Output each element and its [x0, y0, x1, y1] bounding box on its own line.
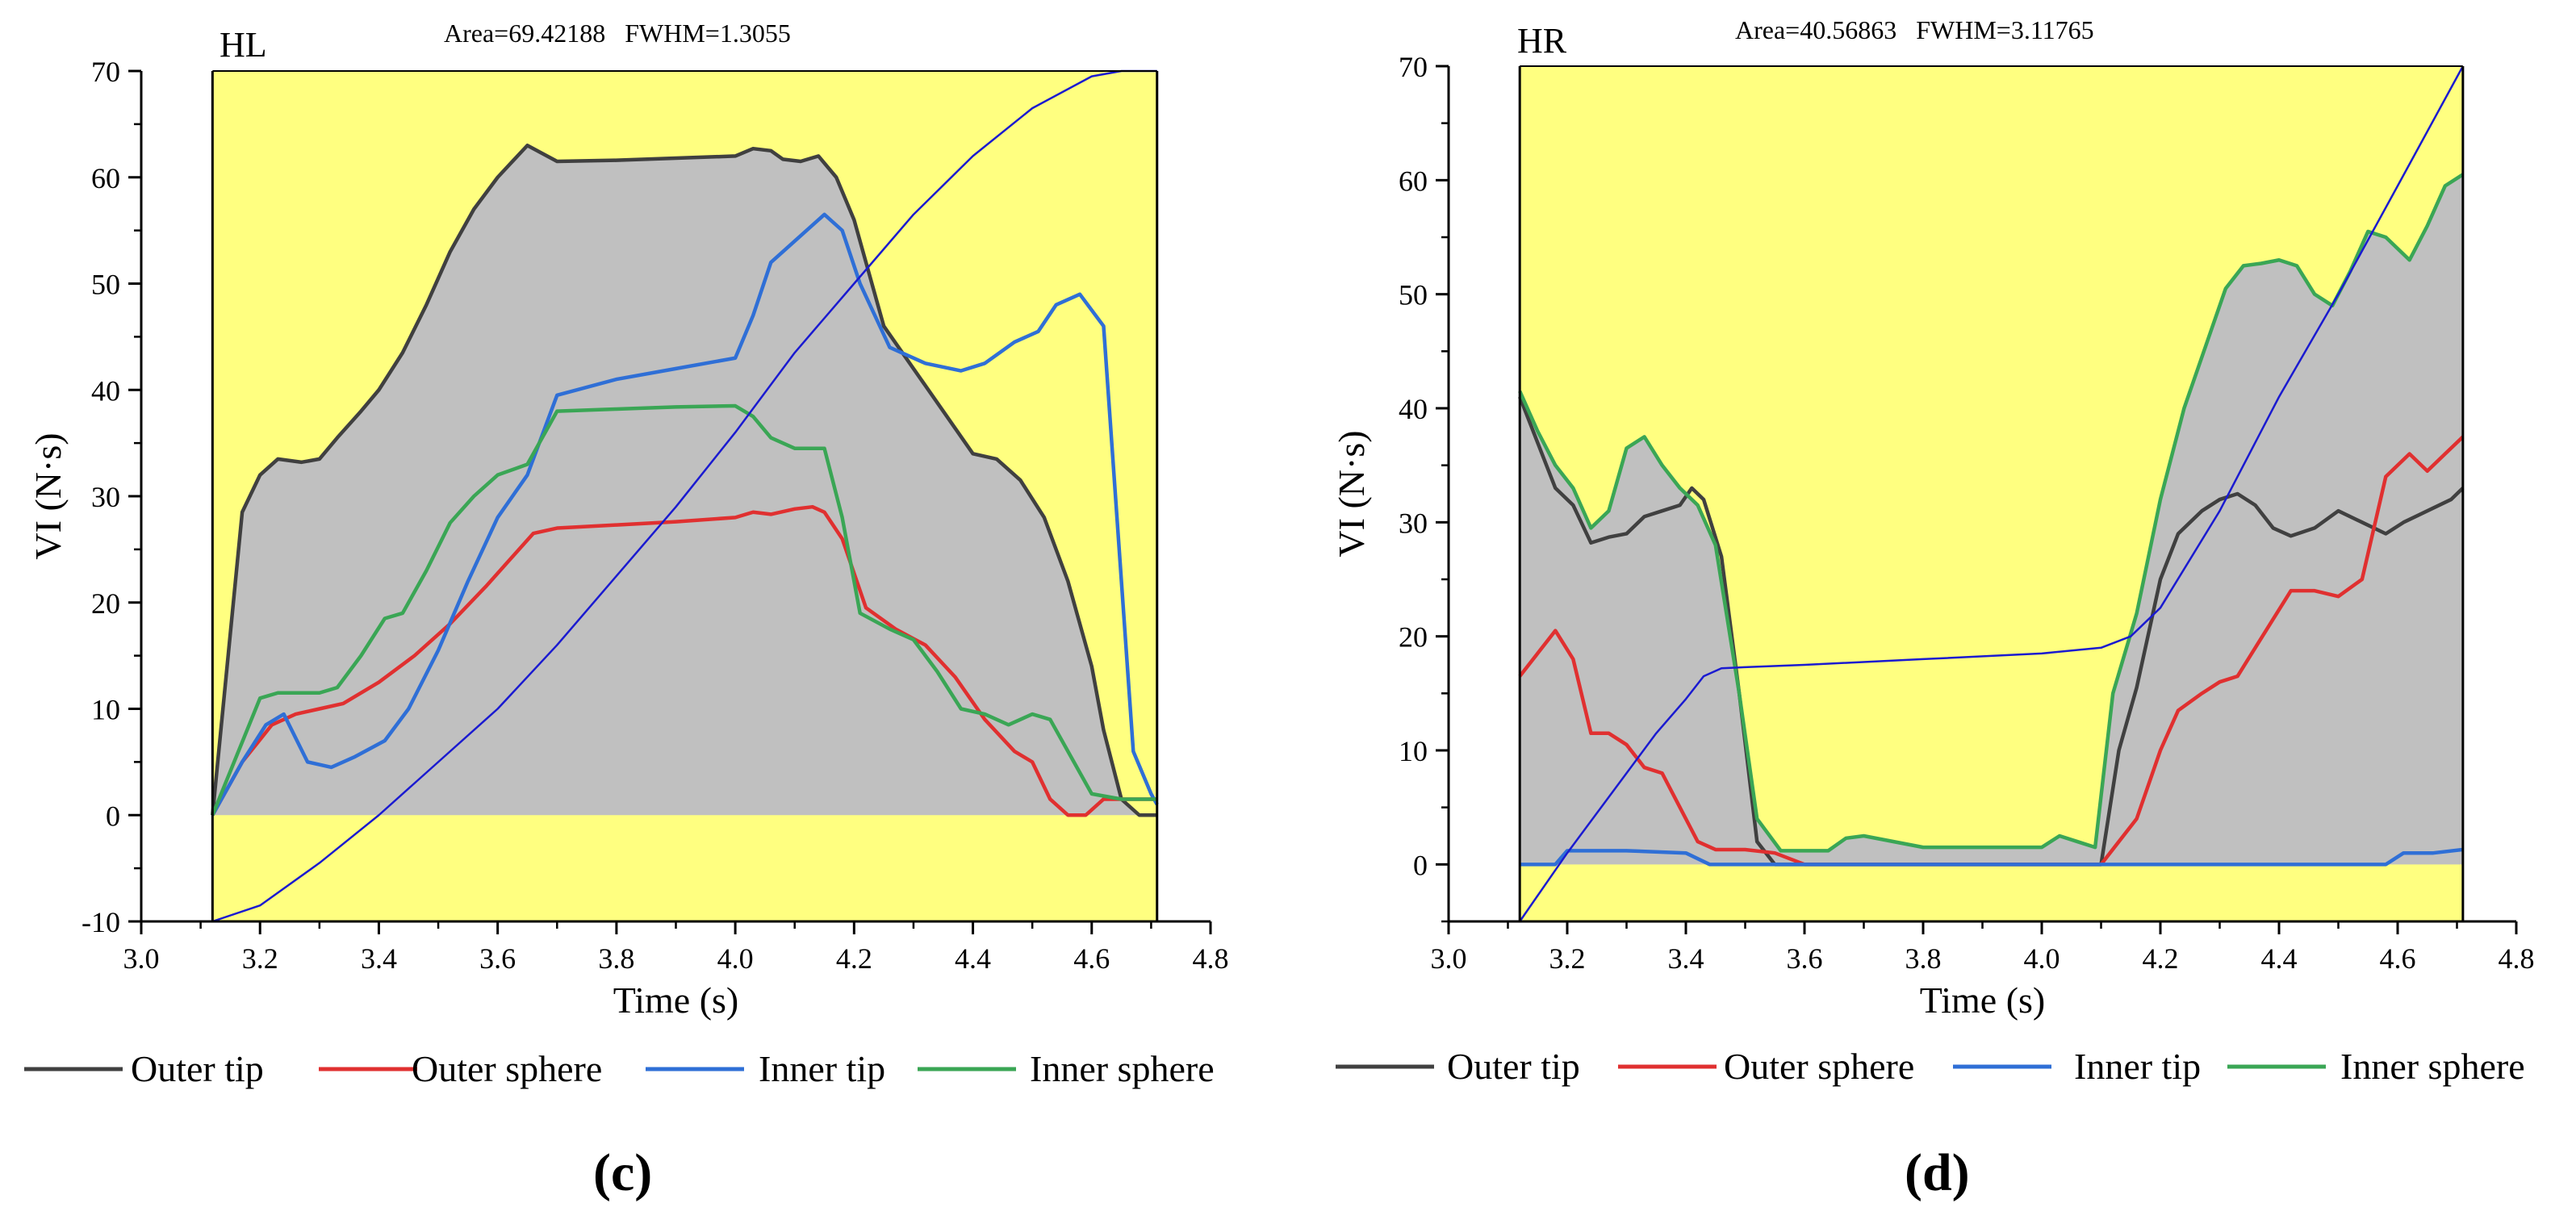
y-tick-label: 0 [106, 800, 120, 832]
x-tick-label: 3.0 [123, 942, 160, 975]
x-tick-label: 4.8 [2499, 942, 2535, 975]
outer-sphere-legend-label: Outer sphere [412, 1048, 602, 1089]
outer-sphere-series-line [211, 504, 1157, 817]
x-tick-label: 3.4 [1668, 942, 1704, 975]
panel-label: (d) [1905, 1143, 1970, 1202]
y-axis-label: VI (N·s) [1331, 430, 1372, 557]
series-lines [211, 69, 1159, 923]
y-tick-label: 30 [1399, 507, 1428, 539]
series-lines [1518, 65, 2465, 922]
inner-sphere-legend-label: Inner sphere [1030, 1048, 1215, 1089]
inner-tip-series-line [1520, 847, 2464, 867]
inner-sphere-series-line [211, 403, 1157, 817]
inner-tip-legend-label: Inner tip [2074, 1046, 2201, 1087]
x-tick-label: 4.2 [2143, 942, 2179, 975]
y-tick-label: 70 [1399, 51, 1428, 83]
y-tick-label: 10 [91, 694, 120, 726]
x-tick-label: 3.8 [598, 942, 634, 975]
chart-panel-d: 3.0 3.2 3.4 3.6 3.8 4.0 4.2 4.4 4.6 4.8 0 10 20 30 40 5… [1331, 15, 2535, 1202]
area-fwhm-annotation: Area=69.42188 FWHM=1.3055 [444, 19, 791, 48]
inner-sphere-series-line [1518, 173, 2465, 853]
x-tick-label: 3.8 [1905, 942, 1942, 975]
y-tick-label: 20 [1399, 621, 1428, 654]
y-tick-label: 50 [1399, 279, 1428, 311]
x-tick-label: 3.6 [479, 942, 516, 975]
x-tick-label: 3.2 [1549, 942, 1586, 975]
outer-sphere-series-line [1518, 435, 2465, 867]
outer-sphere-legend-label: Outer sphere [1724, 1046, 1914, 1087]
cumulative-series-line [211, 69, 1157, 923]
x-axis-label: Time (s) [1920, 980, 2046, 1021]
chart-title: HL [220, 25, 267, 65]
x-tick-label: 4.4 [955, 942, 991, 975]
outer-tip-legend-label: Outer tip [1447, 1046, 1580, 1087]
x-tick-label: 3.2 [242, 942, 278, 975]
inner-tip-series-line [211, 212, 1159, 817]
inner-sphere-legend-label: Inner sphere [2340, 1046, 2525, 1087]
y-tick-label: 70 [91, 56, 120, 88]
x-tick-label: 3.6 [1787, 942, 1823, 975]
y-tick-label: -10 [82, 906, 120, 938]
y-tick-label: 60 [1399, 165, 1428, 197]
y-tick-label: 10 [1399, 735, 1428, 767]
y-tick-label: 0 [1413, 849, 1428, 881]
y-axis-label: VI (N·s) [27, 432, 69, 559]
chart-title: HR [1517, 21, 1567, 61]
y-tick-label: 60 [91, 162, 120, 194]
inner-tip-legend-label: Inner tip [759, 1048, 885, 1089]
y-tick-label: 30 [91, 481, 120, 513]
filled-area [1520, 174, 2463, 865]
outer-tip-series-line [211, 143, 1157, 817]
y-tick-label: 50 [91, 269, 120, 301]
y-tick-label: 40 [1399, 393, 1428, 425]
x-tick-label: 4.8 [1193, 942, 1229, 975]
x-tick-label: 3.0 [1431, 942, 1467, 975]
x-tick-label: 4.4 [2261, 942, 2298, 975]
x-tick-label: 3.4 [361, 942, 397, 975]
y-tick-label: 20 [91, 587, 120, 620]
panel-label: (c) [593, 1143, 652, 1202]
x-tick-label: 4.6 [1073, 942, 1110, 975]
x-tick-label: 4.6 [2380, 942, 2416, 975]
x-tick-label: 4.2 [836, 942, 872, 975]
outer-tip-legend-label: Outer tip [131, 1048, 264, 1089]
area-fwhm-annotation: Area=40.56863 FWHM=3.11765 [1735, 15, 2094, 44]
x-tick-label: 4.0 [2024, 942, 2060, 975]
x-axis-label: Time (s) [613, 980, 739, 1021]
cumulative-series-line [1519, 65, 2464, 922]
y-tick-label: 40 [91, 374, 120, 407]
chart-panel-c: 3.0 3.2 3.4 3.6 3.8 4.0 4.2 4.4 4.6 4.8 -10 0 10 20 30… [24, 19, 1229, 1202]
x-tick-label: 4.0 [717, 942, 754, 975]
